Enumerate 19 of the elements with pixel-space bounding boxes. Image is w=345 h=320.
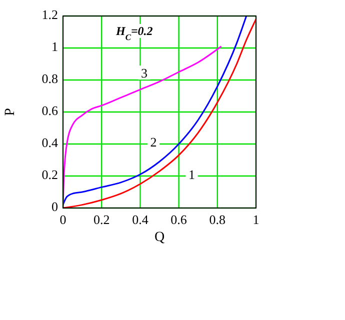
y-tick-label: 1: [52, 38, 58, 54]
series-label: 2: [150, 134, 157, 150]
annotation: H$_{C}$=0.2: [115, 24, 153, 42]
y-tick-label: 0.8: [42, 70, 58, 86]
x-tick-label: 0.2: [93, 212, 110, 227]
y-tick-label: 0: [52, 198, 58, 214]
series-label: 1: [188, 167, 196, 182]
x-tick-label: 1: [252, 212, 260, 227]
y-tick-label: 1.2: [42, 6, 58, 22]
line-series: [63, 46, 222, 208]
x-tick-label: 0.4: [132, 212, 149, 227]
y-tick-label: 0.2: [42, 166, 58, 182]
y-tick-label: 0.6: [42, 102, 58, 118]
y-tick-label: 0.4: [42, 134, 58, 150]
y-axis-title: P: [3, 108, 18, 116]
x-tick-label: 0.6: [170, 212, 188, 227]
x-tick-label: 0.8: [209, 212, 226, 227]
series-label: 3: [140, 66, 148, 81]
x-axis-title: Q: [154, 230, 165, 245]
